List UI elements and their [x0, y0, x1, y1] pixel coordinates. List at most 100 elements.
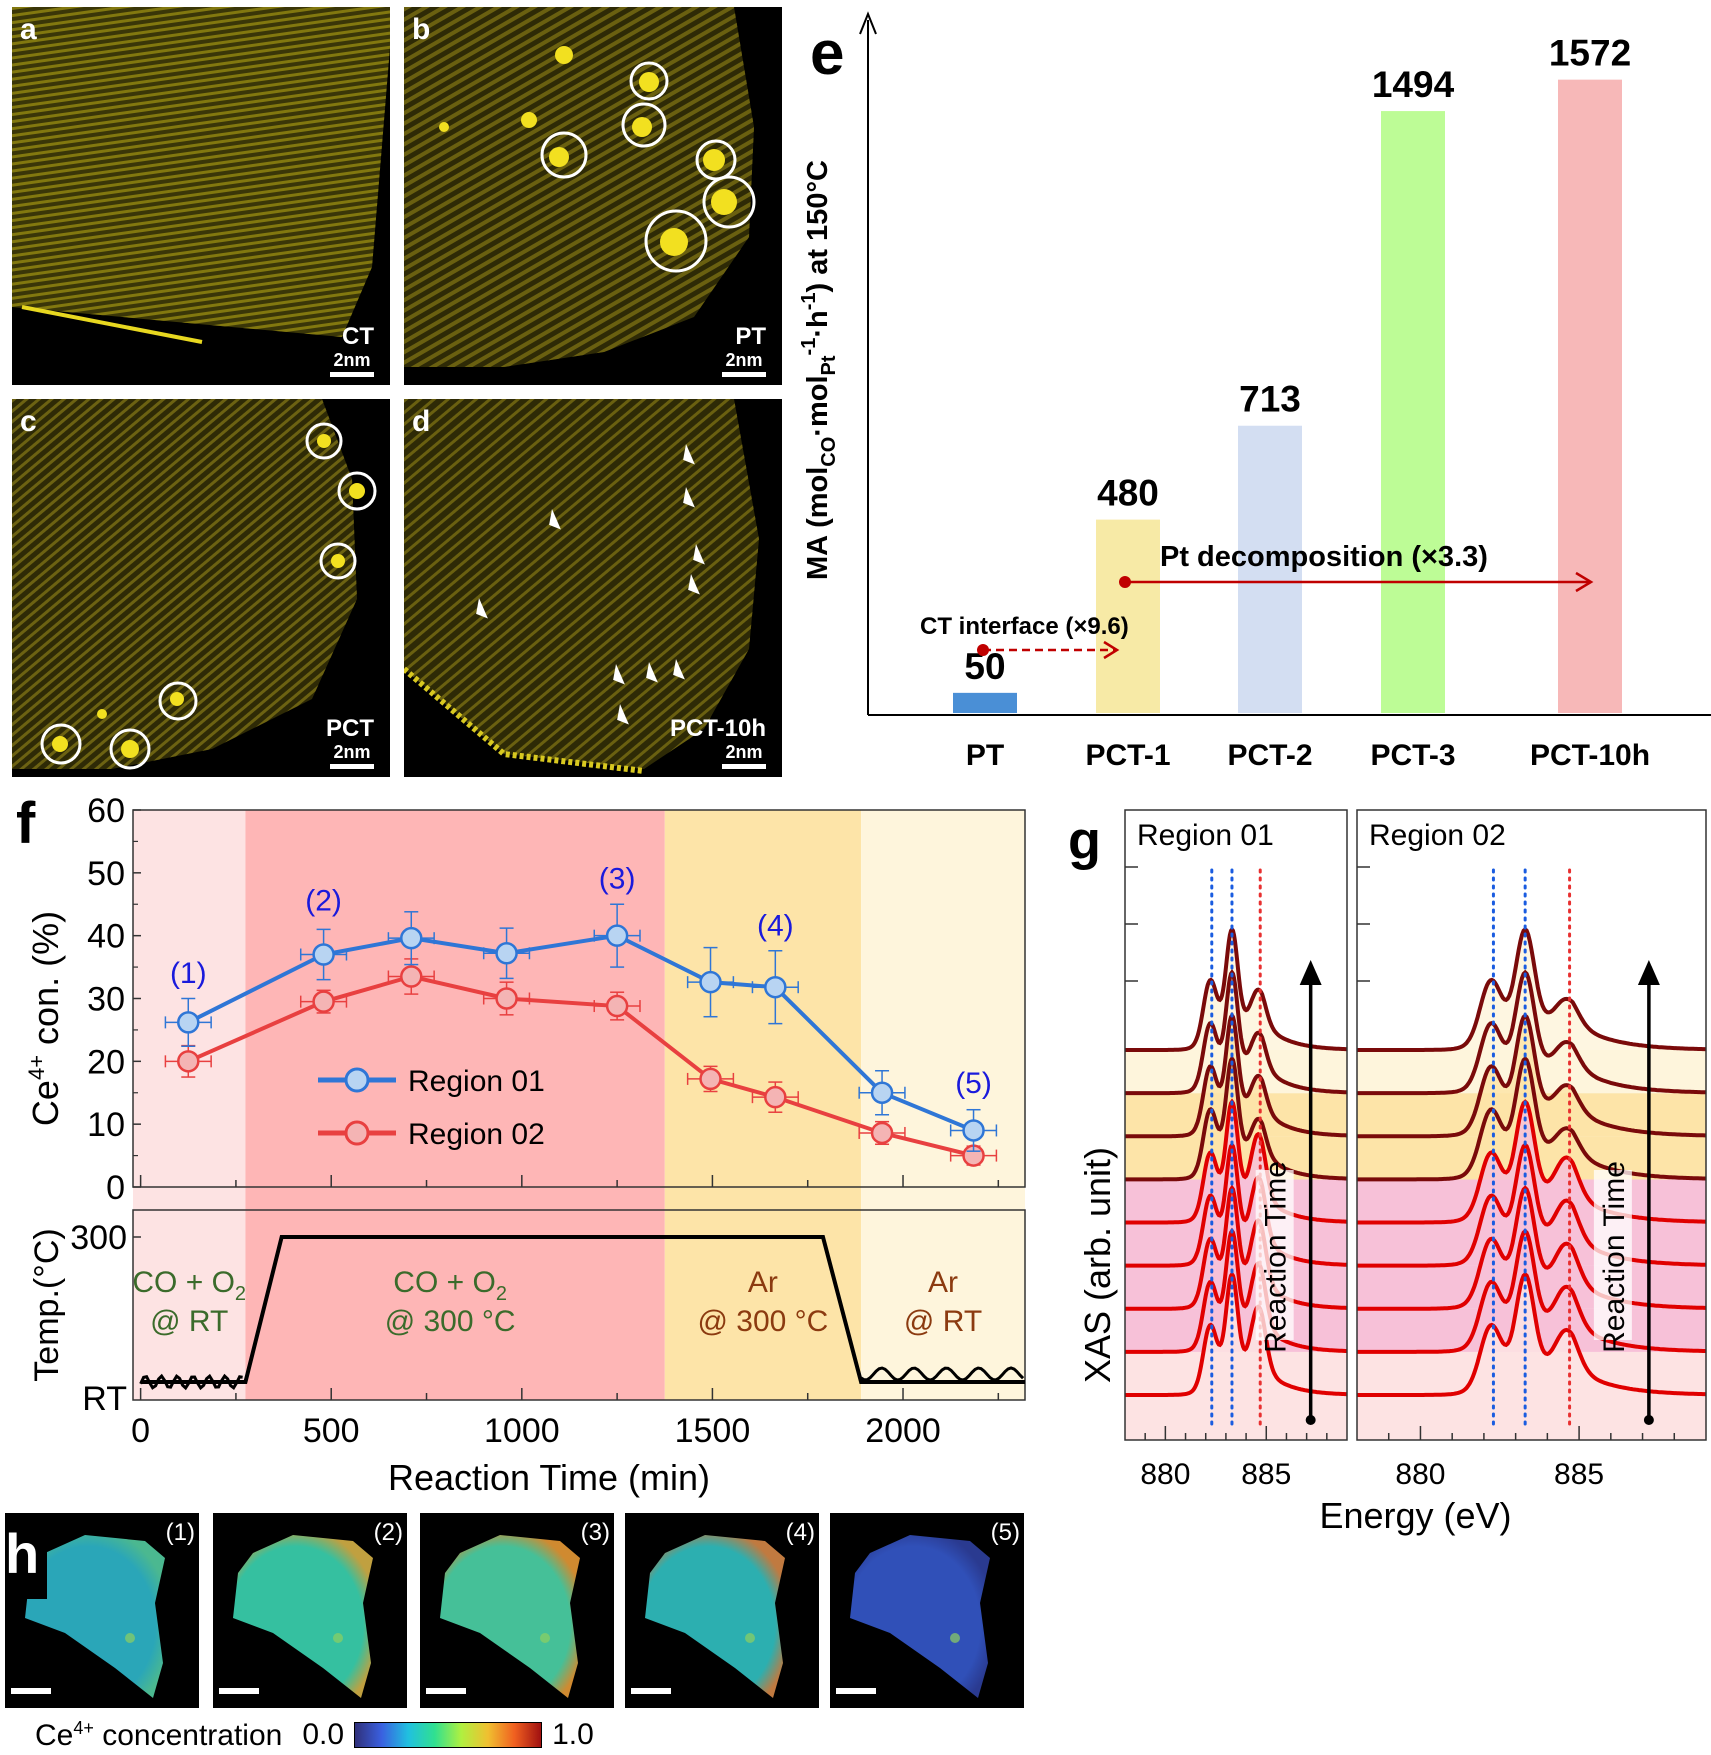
- data-point: [699, 1067, 722, 1091]
- data-point: [400, 926, 423, 950]
- y-tick-label: 50: [87, 855, 125, 893]
- x-tick-label: PT: [966, 739, 1004, 772]
- y-tick-label: 0: [106, 1169, 125, 1207]
- arrow-origin-dot: [1305, 1415, 1316, 1425]
- xas-subplot-2: Region 02 880 885 Reaction Time: [1356, 809, 1707, 1491]
- x-tick-label: PCT-1: [1085, 739, 1170, 772]
- colorbar-gradient: [354, 1722, 543, 1748]
- bar-pct-10h: [1558, 79, 1622, 713]
- x-tick-label: 1500: [675, 1412, 751, 1450]
- colorbar-max: 1.0: [552, 1718, 594, 1751]
- x-tick-label: 500: [303, 1412, 360, 1450]
- scale-text: 2nm: [725, 742, 763, 762]
- scale-bar: [631, 1688, 671, 1694]
- bar-pct-2: [1238, 425, 1302, 713]
- panel-letter-d: d: [412, 405, 431, 438]
- temp-tick-rt: RT: [82, 1380, 127, 1418]
- data-point: [400, 965, 423, 988]
- heatmap-label: (2): [373, 1519, 403, 1546]
- y-tick-label: 60: [87, 792, 125, 830]
- reaction-time-label: Reaction Time: [1598, 1161, 1631, 1353]
- xas-frame: [1124, 809, 1348, 1441]
- colorbar-title: Ce4+ concentration: [35, 1717, 283, 1752]
- temperature-noise: [139, 1373, 243, 1391]
- y-tick-label: 40: [87, 918, 125, 956]
- scale-bar-d: 2nm: [722, 742, 766, 769]
- scale-text: 2nm: [333, 742, 371, 762]
- panel-letter-b: b: [412, 13, 431, 46]
- data-point: [764, 1085, 787, 1109]
- xas-subplot-title: Region 01: [1137, 819, 1274, 852]
- data-point: [177, 1050, 200, 1073]
- point-label: (1): [170, 957, 207, 990]
- bar-pct-3: [1381, 111, 1445, 713]
- x-tick-label: PCT-3: [1370, 739, 1455, 772]
- annotation-pt-decomposition: Pt decomposition (×3.3): [1160, 541, 1488, 573]
- temperature-noise: [860, 1366, 1025, 1382]
- arrow-markers: [476, 444, 705, 725]
- data-point: [764, 975, 787, 999]
- bar-value-label: 1494: [1372, 64, 1455, 105]
- reaction-time-label: Reaction Time: [1260, 1161, 1293, 1353]
- scale-bar-b: 2nm: [722, 350, 766, 377]
- tem-panel-b: b PT 2nm: [404, 7, 782, 385]
- heatmap-label: (4): [785, 1519, 815, 1546]
- bar-value-label: 713: [1239, 379, 1301, 420]
- arrow-head-icon: [1637, 960, 1660, 985]
- colorbar-min: 0.0: [302, 1718, 345, 1751]
- tem-label-pt: PT: [735, 323, 766, 350]
- scale-bar-c: 2nm: [330, 742, 374, 769]
- f-ylabel: Ce4+ con. (%): [24, 911, 66, 1126]
- colorbar: Ce4+ concentration 0.0 1.0: [35, 1715, 594, 1755]
- error-bar: [387, 911, 435, 966]
- arrow-head-icon: [1575, 571, 1594, 593]
- e-ylabel: MA (molCO·molPt-1·h-1) at 150°C: [798, 160, 840, 580]
- e-ylabel-text: MA (molCO·molPt-1·h-1) at 150°C: [798, 160, 840, 580]
- annotation-ct-interface: CT interface (×9.6): [920, 613, 1129, 640]
- scale-text: 2nm: [725, 350, 763, 370]
- x-tick-label: 1000: [484, 1412, 560, 1450]
- bar-value-label: 480: [1097, 473, 1159, 514]
- point-label: (4): [757, 910, 794, 943]
- stage-label: Ar: [928, 1266, 958, 1299]
- heatmap-panel-2: (2): [213, 1513, 407, 1708]
- stage-label: Ar: [748, 1266, 778, 1299]
- heatmap-image: [440, 1535, 580, 1698]
- heatmap-label: (5): [990, 1519, 1020, 1546]
- y-tick-label: 10: [87, 1106, 125, 1144]
- legend-label: Region 01: [408, 1065, 545, 1098]
- data-point: [605, 924, 629, 947]
- scale-bar: [219, 1688, 259, 1694]
- data-point: [495, 987, 518, 1010]
- tem-image-c: [12, 399, 377, 770]
- data-point: [312, 943, 335, 966]
- stage-band-0: [133, 810, 246, 1400]
- tem-panel-a: a CT 2nm: [12, 7, 390, 385]
- tem-panel-d: d PCT-10h 2nm: [404, 399, 782, 777]
- data-point: [177, 1011, 200, 1034]
- data-point: [870, 1081, 894, 1104]
- stage-label: CO + O2: [132, 1266, 246, 1305]
- e-y-axis-arrow-icon: [859, 11, 877, 35]
- scale-bar-a: 2nm: [330, 350, 374, 377]
- x-tick-label: PCT-10h: [1530, 739, 1650, 772]
- heatmap-panel-3: (3): [420, 1513, 614, 1708]
- tem-image-b: [404, 7, 756, 367]
- tem-label-ct: CT: [342, 323, 374, 350]
- bar-pct-1: [1096, 519, 1160, 713]
- x-tick-label: 885: [1554, 1458, 1604, 1491]
- temp-ylabel: Temp.(°C): [28, 1228, 66, 1381]
- y-tick-label: 30: [87, 981, 125, 1019]
- arrow-head-icon: [1299, 960, 1322, 985]
- scale-bar: [11, 1688, 51, 1694]
- scale-text: 2nm: [333, 350, 371, 370]
- line-chart-f: 0 10 20 30 40 50 60 0 500 1000 1500 2000 Reaction Ti…: [24, 792, 1026, 1498]
- bar-chart-e: MA (molCO·molPt-1·h-1) at 150°C 50PT480P…: [798, 11, 1711, 772]
- xas-subplot-title: Region 02: [1369, 819, 1506, 852]
- data-point: [699, 970, 722, 994]
- tem-label-pct-10h: PCT-10h: [669, 715, 766, 742]
- x-tick-label: PCT-2: [1227, 739, 1312, 772]
- tem-image-d: [404, 399, 759, 774]
- heatmap-image: [850, 1535, 990, 1698]
- arrow-origin-dot: [1643, 1415, 1654, 1425]
